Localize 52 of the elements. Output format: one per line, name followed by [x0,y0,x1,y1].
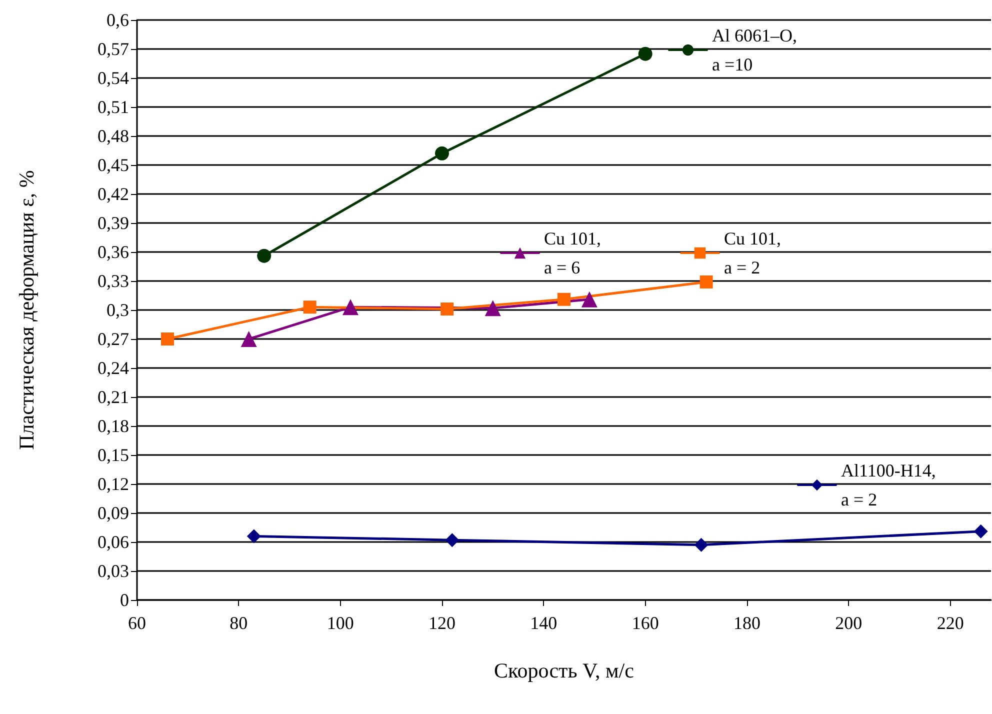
point [161,332,174,346]
x-tick-label: 140 [530,613,558,633]
y-tick-label: 0,12 [98,474,129,494]
y-tick-label: 0,57 [98,39,129,59]
point [974,524,988,538]
y-tick-label: 0,45 [98,155,129,175]
point [435,146,449,160]
y-tick-label: 0,42 [98,184,129,204]
y-tick-label: 0,15 [98,445,129,465]
y-tick-label: 0,48 [98,126,129,146]
y-tick-label: 0,51 [98,97,129,117]
y-tick-label: 0,54 [98,68,129,88]
y-tick-label: 0,24 [98,358,129,378]
y-tick-label: 0,33 [98,271,129,291]
y-tick-label: 0,36 [98,242,129,262]
point [484,300,501,316]
point [700,275,713,288]
y-tick-label: 0,03 [98,561,129,581]
point [638,46,652,61]
y-tick-label: 0,3 [106,300,129,320]
point [240,331,257,347]
x-tick-label: 160 [632,613,659,633]
x-tick-label: 180 [734,613,760,633]
y-tick-label: 0,21 [98,387,129,407]
point [257,248,272,263]
x-tick-label: 80 [230,613,248,633]
x-tick-label: 120 [428,613,456,633]
y-tick-label: 0,39 [98,213,129,233]
x-tick-label: 60 [128,613,146,633]
y-axis-title: Пластическая деформация ε, % [14,170,38,450]
legend-label: Al1100-H14, a = 2 [841,460,936,510]
legend-label: Cu 101, a = 2 [724,228,782,278]
point [440,302,454,316]
y-tick-label: 0,09 [98,503,129,523]
legend-label: Cu 101, a = 6 [544,228,602,278]
y-tick-label: 0 [120,590,129,610]
x-tick-label: 220 [936,613,964,633]
y-tick-label: 0,6 [106,10,129,30]
point [303,300,316,314]
y-tick-label: 0,06 [98,532,129,552]
point [694,538,708,552]
point [558,292,570,306]
legend-label: Al 6061–O, a =10 [712,26,797,74]
point [445,533,460,548]
x-tick-label: 200 [835,613,862,633]
x-tick-label: 100 [326,613,354,633]
point [342,299,358,316]
y-tick-label: 0,18 [98,416,129,436]
point [246,529,261,544]
y-tick-label: 0,27 [98,329,129,349]
x-axis-title: Скорость V, м/с [494,658,634,682]
point [581,291,598,308]
